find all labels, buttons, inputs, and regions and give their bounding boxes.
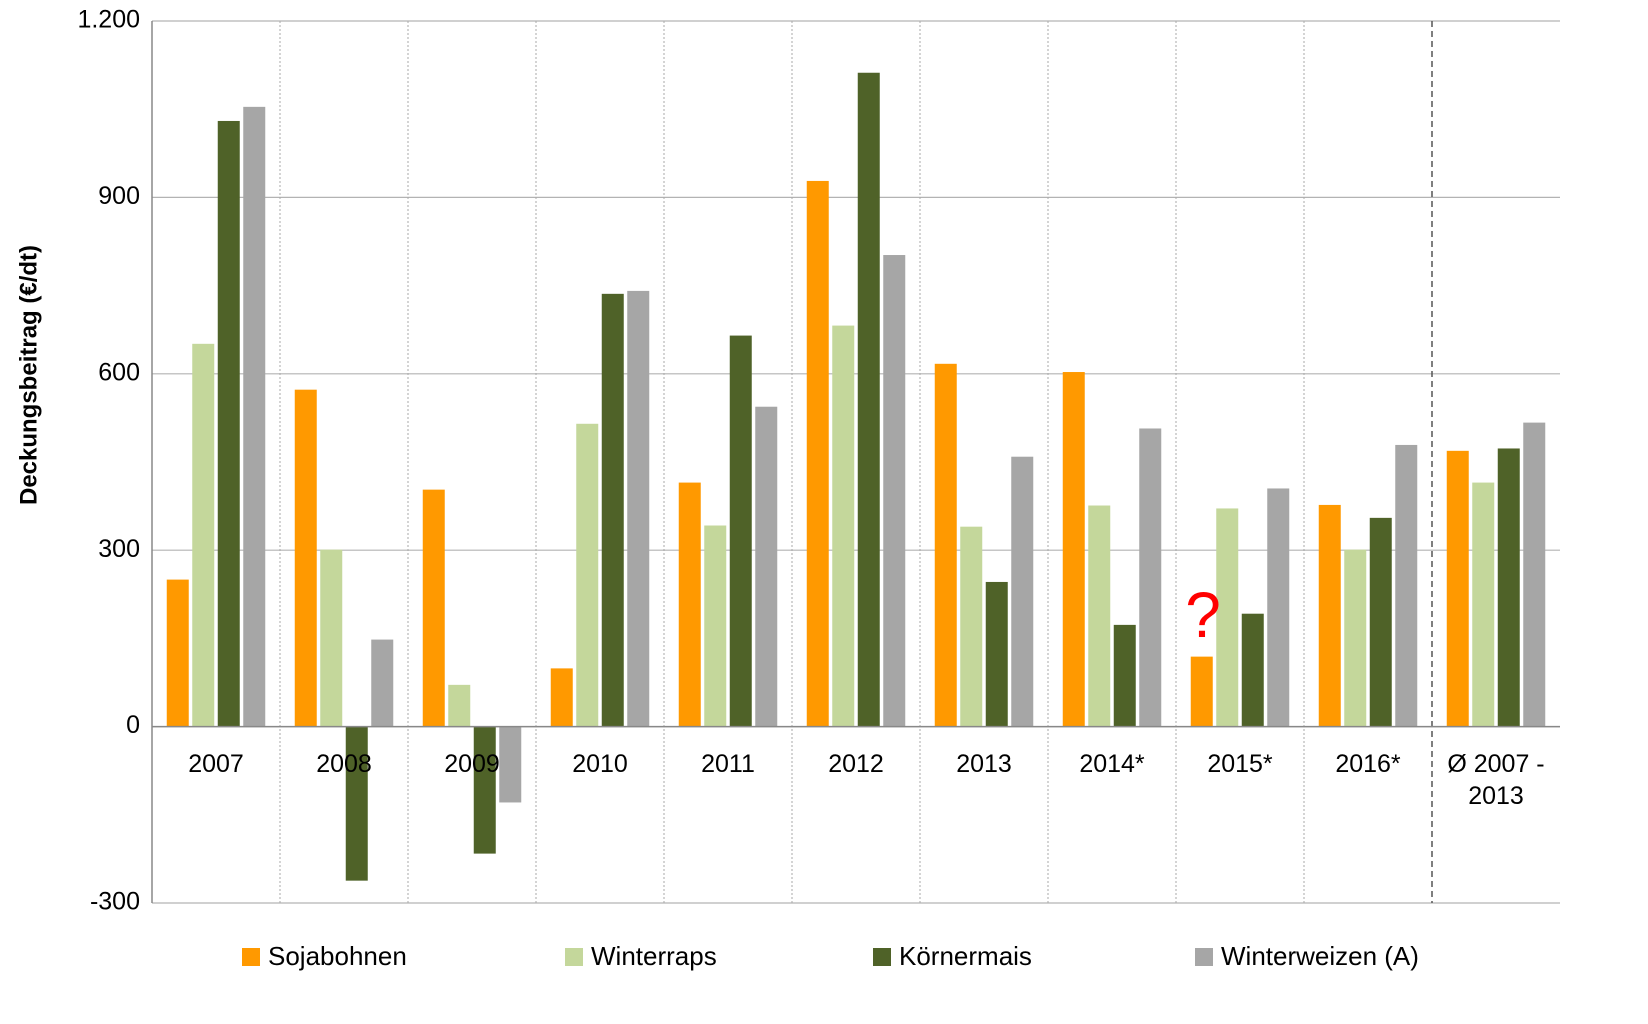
x-tick-label: 2014* <box>1079 750 1145 778</box>
legend-swatch <box>1195 948 1213 966</box>
bar <box>217 120 240 727</box>
bar <box>473 726 496 854</box>
bar <box>371 639 394 727</box>
legend-label: Sojabohnen <box>268 941 407 971</box>
y-tick-label: 1.200 <box>77 6 140 34</box>
y-tick-label: 600 <box>98 358 140 386</box>
bar <box>422 489 445 727</box>
bar <box>729 335 752 727</box>
x-tick-group: 2013 <box>956 750 1012 778</box>
bar <box>499 726 522 803</box>
bar <box>1344 549 1367 727</box>
bar <box>832 325 855 727</box>
x-tick-group: 2008 <box>316 750 372 778</box>
legend-label: Winterweizen (A) <box>1221 941 1419 971</box>
bar <box>755 406 778 727</box>
legend-label: Körnermais <box>899 941 1032 971</box>
bar <box>1497 448 1520 727</box>
y-tick-label: 300 <box>98 535 140 563</box>
bar <box>294 389 317 727</box>
bar <box>1446 450 1469 727</box>
x-tick-group: 2011 <box>701 750 755 778</box>
bar <box>1011 456 1034 727</box>
bar <box>1062 372 1085 727</box>
bar <box>192 343 215 727</box>
bar <box>704 525 727 727</box>
x-tick-label: 2016* <box>1335 750 1401 778</box>
legend-swatch <box>242 948 260 966</box>
bar <box>960 526 983 727</box>
bar <box>576 423 599 727</box>
y-tick-label: 0 <box>126 711 140 739</box>
bar <box>243 106 266 727</box>
bar <box>345 726 368 881</box>
legend-swatch <box>873 948 891 966</box>
bar <box>1113 624 1136 727</box>
x-tick-label: 2009 <box>444 750 500 778</box>
bar <box>448 684 471 727</box>
legend-label: Winterraps <box>591 941 717 971</box>
x-tick-group: 2014* <box>1079 750 1145 778</box>
bar <box>1190 656 1213 727</box>
bar <box>883 255 906 727</box>
bar <box>1241 613 1264 727</box>
x-tick-group: 2010 <box>572 750 628 778</box>
bar <box>1395 444 1418 727</box>
x-tick-label: 2007 <box>188 750 244 778</box>
x-tick-label: 2008 <box>316 750 372 778</box>
bar <box>1318 504 1341 727</box>
x-tick-group: 2007 <box>188 750 244 778</box>
legend-swatch <box>565 948 583 966</box>
bar <box>1267 488 1290 727</box>
bar <box>934 363 957 727</box>
x-tick-label: 2011 <box>701 750 755 778</box>
x-tick-label: 2013 <box>956 750 1012 778</box>
bar <box>1216 508 1239 727</box>
bar <box>166 579 189 727</box>
x-tick-label: 2010 <box>572 750 628 778</box>
bar <box>320 549 343 727</box>
x-tick-group: 2012 <box>828 750 884 778</box>
y-axis-label: Deckungsbeitrag (€/dt) <box>15 245 42 505</box>
x-tick-group: 2009 <box>444 750 500 778</box>
x-tick-group: Ø 2007 - 2013 <box>1447 750 1545 810</box>
bar <box>627 290 650 727</box>
x-tick-label: Ø 2007 - 2013 <box>1447 750 1545 810</box>
bar <box>1472 482 1495 727</box>
bar <box>985 581 1008 727</box>
bar <box>806 180 829 727</box>
bar <box>1088 505 1111 727</box>
bar <box>601 293 624 727</box>
bar <box>550 668 573 727</box>
x-tick-label: 2015* <box>1207 750 1273 778</box>
bar <box>1139 428 1162 727</box>
y-tick-label: -300 <box>90 888 140 916</box>
bar <box>857 72 880 727</box>
x-tick-group: 2015* <box>1207 750 1273 778</box>
x-tick-group: 2016* <box>1335 750 1401 778</box>
annotation: ? <box>1185 579 1221 651</box>
bar <box>1369 517 1392 727</box>
bar <box>1523 422 1546 727</box>
x-tick-label: 2012 <box>828 750 884 778</box>
bar <box>678 482 701 727</box>
y-tick-label: 900 <box>98 182 140 210</box>
